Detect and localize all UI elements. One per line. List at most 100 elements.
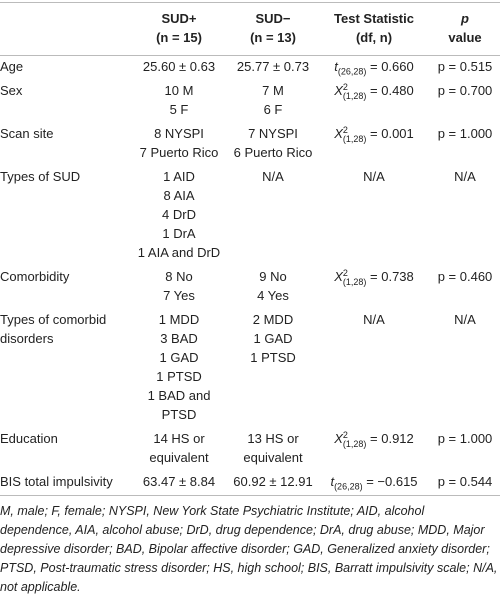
cell-line: 1 AID [163, 169, 195, 184]
table-body: Age 25.60 ± 0.63 25.77 ± 0.73 t(26,28) = 0.… [0, 56, 500, 496]
cell-line: 9 No [259, 269, 287, 284]
cell-line: 7 NYSPI [248, 126, 298, 141]
stat-cell: X 2 (1,28) = 0.001 [318, 123, 430, 166]
stat-value: = 0.738 [366, 269, 414, 284]
stat-sub: (1,28) [342, 276, 367, 287]
cell-line: 13 HS or equivalent [243, 431, 303, 465]
cell: 7 NYSPI 6 Puerto Rico [228, 123, 318, 166]
stat-sub: (1,28) [342, 90, 367, 101]
stat-cell: t(26,28) = −0.615 [318, 471, 430, 496]
stat-script: 2 (1,28) [342, 81, 367, 101]
stat-cell: X 2 (1,28) = 0.738 [318, 266, 430, 309]
cell: 8 NYSPI 7 Puerto Rico [130, 123, 228, 166]
stat-symbol: X [334, 126, 343, 141]
cell-line: 8 AIA [163, 188, 195, 203]
row-label: Education [0, 431, 58, 446]
header-row: SUD+ (n = 15) SUD− (n = 13) Test Statistic (d… [0, 2, 500, 56]
row-label: Scan site [0, 126, 54, 141]
stat-cell: t(26,28) = 0.660 [318, 56, 430, 81]
table-row: Age 25.60 ± 0.63 25.77 ± 0.73 t(26,28) = 0.… [0, 56, 500, 81]
stat-value: = −0.615 [362, 474, 418, 489]
row-label: Types of SUD [0, 169, 81, 184]
cell-line: 1 GAD [253, 331, 293, 346]
table-row: Education 14 HS or equivalent 13 HS or equ… [0, 428, 500, 471]
stat-sub: (1,28) [342, 133, 367, 144]
p-cell: N/A [454, 169, 476, 184]
cell: 8 No 7 Yes [130, 266, 228, 309]
cell-line: 5 F [169, 102, 189, 117]
table-row: Types of comorbid disorders 1 MDD 3 BAD 1 G… [0, 309, 500, 428]
cell-line: 1 AIA and DrD [137, 245, 221, 260]
table-row: BIS total impulsivity 63.47 ± 8.84 60.92 ±… [0, 471, 500, 496]
stat-symbol: X [334, 269, 343, 284]
cell-line: 7 Puerto Rico [139, 145, 219, 160]
row-label: BIS total impulsivity [0, 474, 113, 489]
row-label: Age [0, 59, 24, 74]
stat-script: 2 (1,28) [343, 430, 367, 449]
cell-line: 7 Yes [163, 288, 195, 303]
stat-text: N/A [363, 169, 385, 184]
header-cell: SUD− (n = 13) [228, 3, 318, 56]
row-label: Types of comorbid disorders [0, 312, 107, 346]
cell-line: 1 PTSD [156, 369, 202, 384]
cell-line: 6 F [263, 102, 283, 117]
table: SUD+ (n = 15) SUD− (n = 13) Test Statistic (d… [0, 2, 500, 496]
header-text: (n = 13) [250, 30, 296, 45]
cell-line: 25.60 ± 0.63 [142, 59, 216, 74]
stat-symbol: t [334, 59, 338, 74]
p-cell: p = 0.460 [437, 269, 493, 284]
stat-script: 2 (1,28) [342, 124, 367, 144]
table-row: Comorbidity 8 No 7 Yes 9 No 4 Yes X 2 (1,28) = … [0, 266, 500, 309]
cell-line: 25.77 ± 0.73 [236, 59, 310, 74]
stat-sub: (26,28) [334, 481, 363, 492]
cell: 14 HS or equivalent [130, 428, 228, 471]
cell: 63.47 ± 8.84 [130, 471, 228, 496]
cell-line: 8 NYSPI [154, 126, 204, 141]
header-cell [0, 3, 130, 56]
cell-line: 1 BAD and PTSD [147, 388, 211, 422]
table-row: Scan site 8 NYSPI 7 Puerto Rico 7 NYSPI 6 Pu… [0, 123, 500, 166]
cell-line: 60.92 ± 12.91 [233, 474, 313, 489]
header-cell: SUD+ (n = 15) [130, 3, 228, 56]
cell-line: 8 No [165, 269, 193, 284]
cell-line: 63.47 ± 8.84 [142, 474, 216, 489]
cell-line: 1 MDD [158, 312, 200, 327]
cell-line: 3 BAD [160, 331, 198, 346]
header-cell: Test Statistic (df, n) [318, 3, 430, 56]
cell-line: 4 DrD [162, 207, 196, 222]
cell: N/A [228, 166, 318, 266]
cell: 10 M 5 F [130, 80, 228, 123]
cell-line: 7 M [262, 83, 284, 98]
cell: 25.77 ± 0.73 [228, 56, 318, 81]
header-text: (df, n) [355, 30, 393, 45]
cell-line: N/A [262, 169, 284, 184]
cell-line: 6 Puerto Rico [233, 145, 313, 160]
table-row: Types of SUD 1 AID 8 AIA 4 DrD 1 DrA 1 AIA an… [0, 166, 500, 266]
stat-sup: 2 [342, 81, 348, 92]
stat-value: = 0.480 [366, 83, 414, 98]
stat-value: = 0.912 [366, 431, 414, 446]
header-text: SUD− [255, 11, 291, 26]
p-cell: p = 0.544 [437, 474, 493, 489]
stat-sub: (26,28) [337, 66, 367, 77]
row-label: Sex [0, 83, 23, 98]
stat-cell: N/A [318, 166, 430, 266]
stat-symbol: X [334, 431, 343, 446]
p-cell: p = 1.000 [437, 126, 493, 141]
cell-line: 1 PTSD [250, 350, 296, 365]
cell-line: 4 Yes [257, 288, 289, 303]
header-cell: p value [430, 3, 500, 56]
cell: 60.92 ± 12.91 [228, 471, 318, 496]
header-text: SUD+ [161, 11, 197, 26]
stat-value: = 0.001 [366, 126, 414, 141]
stat-symbol: X [334, 83, 343, 98]
stat-sup: 2 [342, 124, 348, 135]
p-cell: p = 0.700 [437, 83, 493, 98]
stat-cell: X 2 (1,28) = 0.912 [318, 428, 430, 471]
header-text: Test Statistic [334, 11, 414, 26]
p-cell: N/A [454, 312, 476, 327]
p-cell: p = 0.515 [437, 59, 493, 74]
